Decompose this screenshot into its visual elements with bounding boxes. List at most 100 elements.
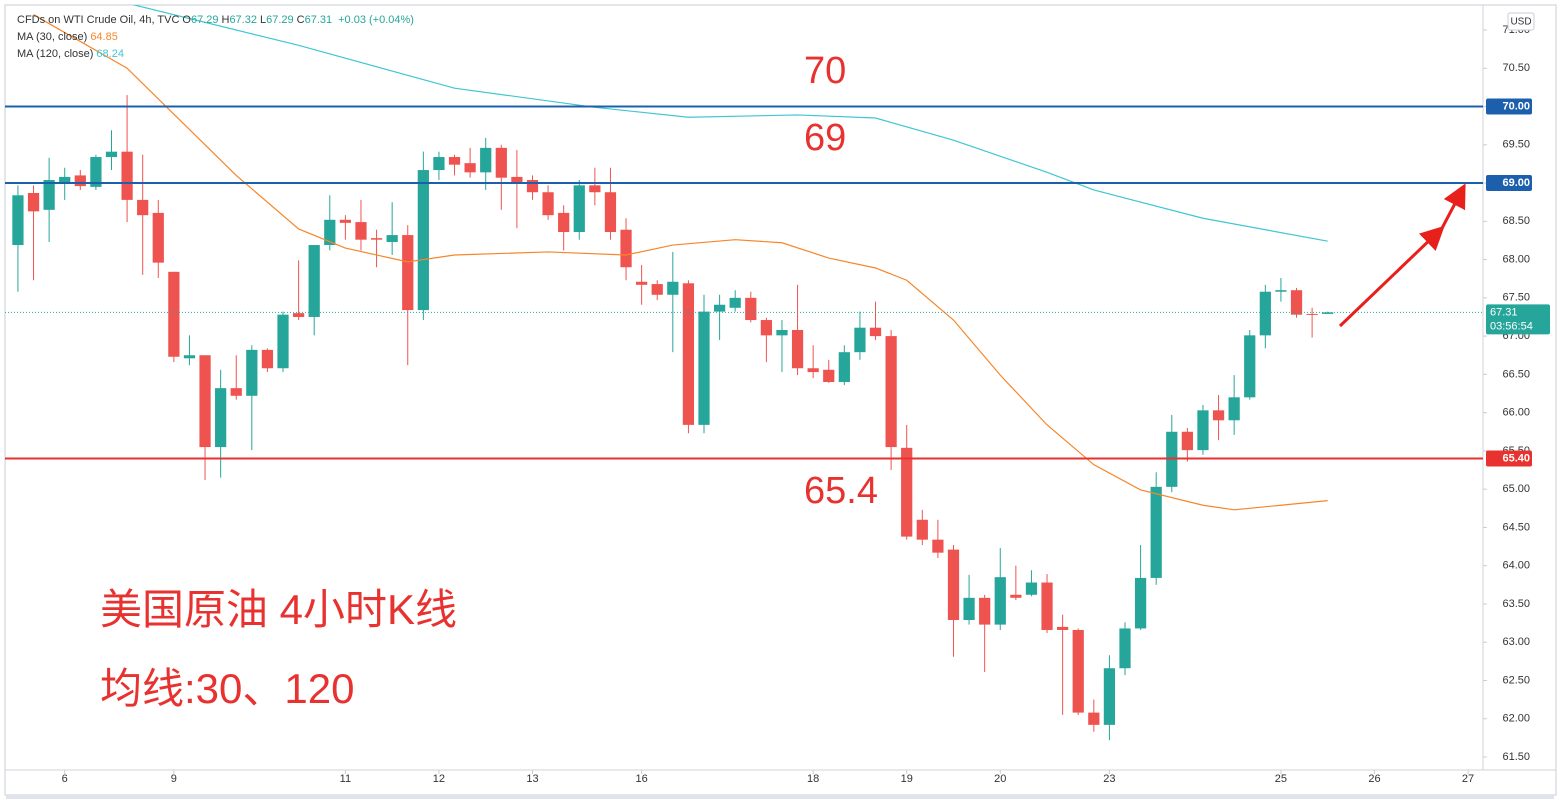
candle-body bbox=[1088, 712, 1100, 725]
annotation: 均线:30、120 bbox=[100, 665, 354, 712]
y-tick-label: 66.50 bbox=[1502, 368, 1530, 380]
candle-body bbox=[246, 349, 258, 396]
level-label: 65.40 bbox=[1502, 452, 1530, 464]
candle-body bbox=[776, 329, 788, 336]
candle-body bbox=[729, 297, 741, 308]
candle-body bbox=[604, 192, 617, 233]
candle-body bbox=[620, 229, 632, 268]
annotation: 70 bbox=[804, 50, 846, 92]
candle-body bbox=[355, 222, 367, 240]
candle-body bbox=[901, 447, 913, 537]
x-tick-label: 25 bbox=[1275, 773, 1287, 785]
candle-body bbox=[1010, 594, 1022, 598]
candle-body bbox=[854, 327, 866, 353]
candle-body bbox=[1041, 582, 1053, 630]
y-tick-label: 67.50 bbox=[1502, 292, 1530, 304]
candle-body bbox=[464, 163, 476, 173]
last-price-badge bbox=[1486, 304, 1550, 335]
price-axis: 61.50 62.00 62.50 63.00 63.50 64.00 64.50 65.00… bbox=[1483, 24, 1550, 763]
legend-ma30: MA (30, close) 64.85 bbox=[17, 31, 121, 43]
candle-body bbox=[885, 336, 897, 448]
candle-body bbox=[277, 314, 289, 369]
candle-body bbox=[1150, 486, 1162, 578]
symbol: CFDs on WTI Crude Oil, 4h, TVC bbox=[17, 14, 180, 26]
x-tick-label: 6 bbox=[62, 773, 68, 785]
ohlc-key: O bbox=[182, 14, 191, 26]
y-tick-label: 64.00 bbox=[1502, 560, 1530, 572]
candle-body bbox=[1197, 410, 1209, 451]
legend-label: MA (120, close) bbox=[17, 48, 94, 60]
legend-value: 64.85 bbox=[90, 31, 118, 43]
legend-label: MA (30, close) bbox=[17, 31, 88, 43]
ohlc-key: C bbox=[296, 14, 305, 26]
candle-body bbox=[838, 352, 850, 383]
x-tick-label: 19 bbox=[901, 773, 913, 785]
candle-body bbox=[651, 284, 663, 295]
candle-body bbox=[807, 368, 819, 373]
legend-value: 68.24 bbox=[96, 48, 124, 60]
candle-body bbox=[1244, 335, 1256, 398]
x-tick-label: 12 bbox=[433, 773, 445, 785]
y-tick-label: 65.00 bbox=[1502, 483, 1530, 495]
candle-body bbox=[137, 199, 149, 216]
ohlc: O67.29 H67.32 L67.29 C67.31 bbox=[182, 14, 335, 26]
y-tick-label: 69.50 bbox=[1502, 139, 1530, 151]
countdown: 03:56:54 bbox=[1490, 320, 1533, 332]
candle-body bbox=[558, 212, 570, 233]
x-tick-label: 18 bbox=[807, 773, 819, 785]
y-tick-label: 66.00 bbox=[1502, 407, 1530, 419]
ohlc-key: L bbox=[259, 14, 267, 26]
ohlc-value: 67.29 bbox=[266, 14, 294, 26]
ma-line bbox=[33, 14, 1328, 511]
candle-body bbox=[916, 519, 928, 540]
x-tick-label: 23 bbox=[1103, 773, 1115, 785]
ohlc-item: H67.32 bbox=[221, 14, 256, 26]
y-tick-label: 63.00 bbox=[1502, 636, 1530, 648]
x-tick-label: 27 bbox=[1462, 773, 1474, 785]
candle-body bbox=[589, 185, 601, 193]
candle-body bbox=[636, 281, 648, 285]
candle-body bbox=[994, 577, 1006, 625]
scrollbar[interactable] bbox=[6, 795, 1554, 799]
candle-body bbox=[74, 175, 86, 187]
candle-body bbox=[90, 157, 102, 187]
candle-body bbox=[1103, 668, 1116, 725]
ohlc-item: C67.31 bbox=[297, 14, 332, 26]
candle-body bbox=[261, 349, 274, 369]
currency-box[interactable] bbox=[1507, 12, 1535, 31]
candle-body bbox=[183, 355, 196, 359]
y-tick-label: 68.00 bbox=[1502, 253, 1530, 265]
plot bbox=[5, 5, 1483, 741]
ohlc-item: O67.29 bbox=[182, 14, 218, 26]
candle-body bbox=[1228, 397, 1240, 421]
ohlc-value: 67.32 bbox=[229, 14, 257, 26]
candle-body bbox=[230, 388, 242, 396]
candle-body bbox=[1119, 628, 1131, 669]
candle-body bbox=[573, 185, 585, 233]
candle-body bbox=[542, 192, 554, 216]
annotation: 65.4 bbox=[804, 470, 878, 512]
ohlc-item: L67.29 bbox=[260, 14, 294, 26]
candle-body bbox=[324, 219, 336, 246]
candle-body bbox=[667, 281, 679, 295]
candle-body bbox=[105, 151, 118, 158]
candle-body bbox=[869, 327, 882, 337]
arrow bbox=[1338, 225, 1445, 328]
candle-body bbox=[745, 297, 757, 321]
candle-body bbox=[1134, 577, 1147, 629]
candle-body bbox=[168, 271, 180, 357]
candle-body bbox=[43, 179, 55, 210]
candle-body bbox=[292, 313, 305, 317]
candle-body bbox=[1181, 431, 1193, 451]
candle-body bbox=[1072, 629, 1084, 713]
candle-body bbox=[199, 355, 211, 448]
header-line: CFDs on WTI Crude Oil, 4h, TVC O67.29 H67.… bbox=[17, 14, 417, 26]
candle-body bbox=[932, 539, 944, 553]
level-badge bbox=[1486, 98, 1532, 115]
x-tick-label: 9 bbox=[171, 773, 177, 785]
arrow bbox=[1438, 183, 1466, 233]
y-tick-label: 68.50 bbox=[1502, 215, 1530, 227]
candle-body bbox=[121, 151, 133, 200]
level-badge bbox=[1486, 450, 1532, 467]
x-tick-label: 16 bbox=[636, 773, 648, 785]
